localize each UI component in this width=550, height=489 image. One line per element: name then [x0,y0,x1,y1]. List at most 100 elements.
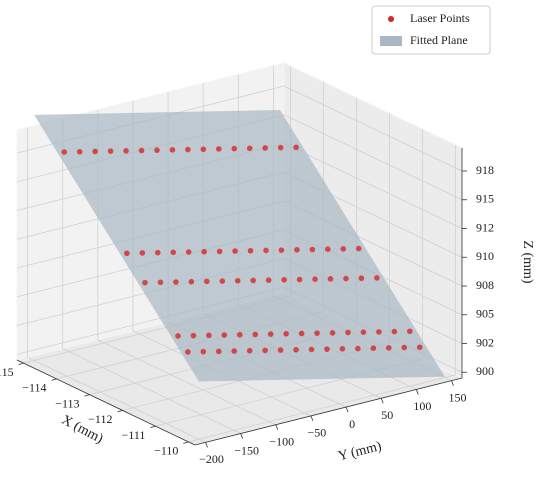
laser-point [385,345,392,351]
grid-line [27,356,206,443]
y-tick-label: −100 [269,434,294,448]
laser-point [329,330,336,336]
laser-point [407,328,413,335]
laser-point [358,275,365,282]
laser-point [355,345,361,352]
laser-point [293,144,299,151]
laser-point [416,344,423,351]
laser-point [340,246,347,252]
laser-point [76,148,83,155]
x-tick [84,394,90,397]
laser-point [324,346,330,352]
laser-point [283,330,289,337]
y-tick-label: −50 [308,426,327,440]
y-tick [415,389,419,395]
x-tick [183,441,189,444]
laser-point [190,332,197,339]
laser-point [312,276,318,282]
laser-point [157,279,164,286]
x-tick-label: −113 [55,396,79,410]
y-tick [205,442,208,448]
x-tick [117,409,123,413]
laser-point [232,248,238,254]
laser-point [294,247,300,253]
laser-point [265,277,272,283]
laser-point [325,246,331,252]
laser-point [61,149,68,155]
laser-point [247,247,254,254]
laser-point [204,278,210,285]
laser-point [107,148,114,154]
laser-point [175,333,181,339]
laser-point [219,278,226,284]
laser-point [216,248,223,255]
y-tick [310,415,314,422]
grid-line [62,348,241,434]
z-tick-label: 910 [476,249,494,263]
laser-point [154,147,160,153]
laser-point [188,278,195,285]
laser-point [185,249,192,255]
laser-point [401,344,408,351]
laser-point [200,348,207,355]
laser-point [169,147,176,153]
laser-point [215,348,222,355]
laser-point [314,330,320,336]
y-tick-label: −150 [234,443,259,457]
laser-point [206,332,212,339]
laser-point [200,146,207,153]
laser-point [343,275,349,282]
y-tick [240,433,244,439]
y-tick [345,406,349,413]
laser-point [355,245,362,252]
laser-point [267,331,274,337]
laser-point [250,277,256,284]
laser-point [293,346,299,353]
grid-line [283,85,463,172]
grid-line [97,339,276,426]
y-tick-label: 150 [448,390,466,404]
legend-text: Fitted Plane [410,33,468,47]
laser-point [154,249,161,256]
laser-point [391,328,398,335]
z-tick-label: 915 [476,192,494,206]
laser-point [339,346,346,352]
laser-point [252,331,259,338]
laser-point [231,348,238,354]
laser-point [281,277,287,283]
x-tick-label: −114 [22,381,46,395]
laser-point [246,347,253,354]
y-tick [451,380,454,386]
laser-point [173,279,179,285]
laser-point [278,247,285,253]
y-axis-title: Y (mm) [337,439,384,464]
laser-point [374,275,380,281]
laser-point [234,277,241,284]
laser-point [277,347,284,353]
laser-point [360,329,367,336]
y-tick [275,424,279,430]
x-tick-label: −115 [0,365,14,379]
laser-point [216,146,222,152]
laser-point [231,145,238,152]
x-tick-label: −111 [122,428,146,442]
z-tick-label: 908 [476,278,494,292]
laser-point [142,279,148,286]
z-tick-label: 900 [476,364,494,378]
legend-marker [388,16,394,22]
x-tick [18,362,24,366]
laser-point [277,144,284,151]
laser-point [309,246,316,253]
laser-point [185,349,191,355]
y-axis-line [194,377,463,446]
laser-point [262,145,268,151]
legend-text: Laser Points [410,11,470,25]
laser-point [345,329,351,336]
laser-point [139,250,146,256]
x-tick-label: −112 [88,412,112,426]
laser-point [221,332,228,338]
z-axis-title: Z (mm) [520,240,535,283]
laser-point [124,250,130,257]
grid-line [283,114,463,201]
grid-line [283,143,463,229]
